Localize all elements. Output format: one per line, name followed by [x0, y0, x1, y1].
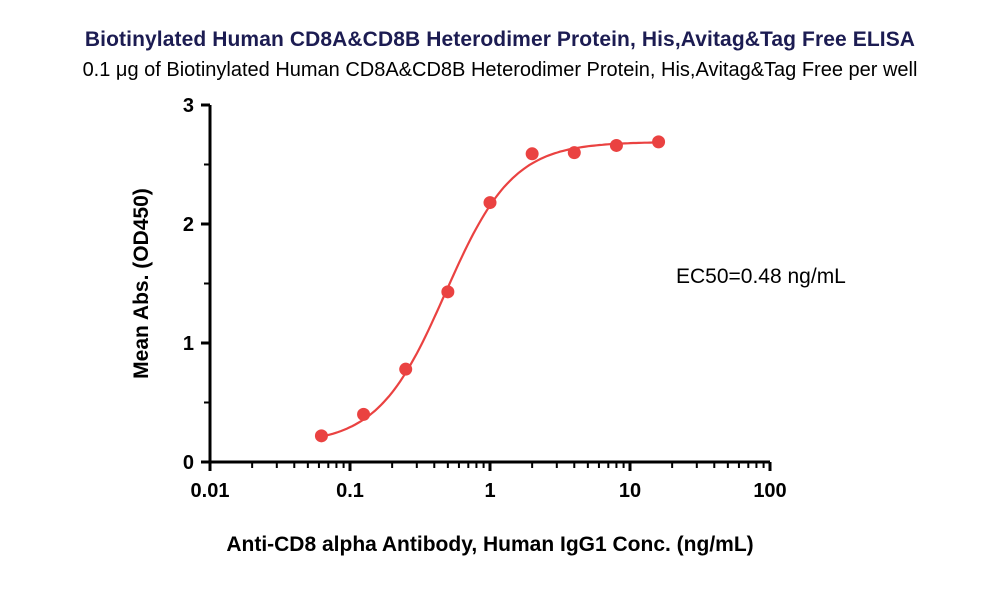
data-point — [525, 147, 539, 161]
chart-title: Biotinylated Human CD8A&CD8B Heterodimer… — [84, 28, 916, 51]
data-point — [314, 429, 328, 443]
y-tick-label: 2 — [183, 214, 194, 236]
data-point — [483, 196, 497, 210]
x-tick-label: 0.1 — [336, 480, 364, 502]
y-tick-label: 0 — [183, 452, 194, 474]
fit-curve — [321, 141, 659, 438]
x-tick-label: 1 — [484, 480, 495, 502]
tick-labels: 0.01 0.1 1 10 100 0 1 2 3 — [183, 95, 787, 502]
x-axis-title: Anti-CD8 alpha Antibody, Human IgG1 Conc… — [226, 533, 753, 556]
x-tick-label: 0.01 — [191, 480, 230, 502]
chart-subtitle: 0.1 μg of Biotinylated Human CD8A&CD8B H… — [82, 59, 918, 81]
y-tick-label: 3 — [183, 95, 194, 117]
data-point — [357, 407, 371, 421]
sigmoid-curve — [321, 141, 659, 438]
data-point — [609, 138, 623, 152]
y-tick-label: 1 — [183, 333, 194, 355]
ec50-annotation: EC50=0.48 ng/mL — [676, 265, 846, 288]
data-point — [652, 135, 666, 149]
x-tick-label: 10 — [619, 480, 641, 502]
data-point — [399, 362, 413, 376]
data-points — [314, 135, 666, 443]
y-axis-title: Mean Abs. (OD450) — [130, 188, 153, 379]
x-tick-label: 100 — [753, 480, 786, 502]
data-point — [441, 285, 455, 299]
tick-marks — [201, 103, 772, 471]
data-point — [567, 146, 581, 160]
